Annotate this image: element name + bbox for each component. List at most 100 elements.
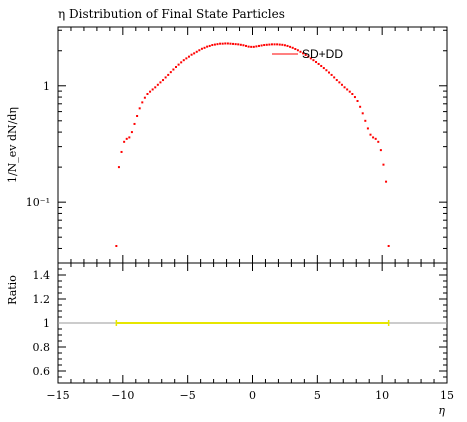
data-point	[333, 76, 336, 79]
data-point	[169, 71, 172, 74]
data-point	[366, 127, 369, 130]
data-point	[239, 43, 242, 46]
data-point	[247, 45, 250, 48]
data-point	[182, 59, 185, 62]
data-point	[343, 86, 346, 89]
data-point	[195, 50, 198, 53]
data-point	[320, 64, 323, 67]
data-point	[187, 55, 190, 58]
data-point	[374, 137, 377, 140]
data-point	[190, 53, 193, 56]
x-axis-label: η	[438, 404, 445, 417]
data-point	[185, 57, 188, 60]
data-point	[154, 86, 157, 89]
data-point	[255, 45, 258, 48]
data-point	[281, 43, 284, 46]
ratio-y-tick-label: 0.6	[33, 365, 51, 378]
data-point	[289, 45, 292, 48]
data-point	[330, 73, 333, 76]
data-point	[273, 43, 276, 46]
data-point	[348, 90, 351, 93]
data-point	[260, 44, 263, 47]
data-point	[296, 49, 299, 52]
data-point	[130, 131, 133, 134]
data-point	[213, 43, 216, 46]
data-point	[270, 43, 273, 46]
data-point	[198, 49, 201, 52]
data-point	[379, 149, 382, 152]
data-point	[172, 68, 175, 71]
data-point	[115, 244, 118, 247]
data-point	[162, 79, 165, 82]
data-point	[250, 45, 253, 48]
data-point	[221, 42, 224, 45]
main-data-points	[115, 42, 390, 247]
data-point	[125, 137, 128, 140]
data-point	[307, 55, 310, 58]
data-point	[149, 90, 152, 93]
main-ticks: 1 10⁻¹	[26, 29, 447, 264]
data-point	[245, 44, 248, 47]
data-point	[159, 81, 162, 84]
data-point	[353, 96, 356, 99]
data-point	[174, 66, 177, 69]
data-point	[268, 43, 271, 46]
data-point	[156, 83, 159, 86]
data-point	[193, 52, 196, 55]
data-point	[136, 114, 139, 117]
data-point	[317, 62, 320, 65]
data-point	[234, 43, 237, 46]
data-point	[206, 45, 209, 48]
legend-entry-sd-dd: SD+DD	[302, 47, 343, 61]
ratio-y-tick-label: 0.8	[33, 341, 51, 354]
data-point	[377, 140, 380, 143]
data-point	[299, 50, 302, 53]
x-tick-label: 0	[249, 389, 256, 402]
data-point	[346, 88, 349, 91]
data-point	[257, 44, 260, 47]
data-point	[312, 59, 315, 62]
data-point	[335, 79, 338, 82]
data-point	[200, 47, 203, 50]
data-point	[351, 92, 354, 95]
main-plot-frame	[57, 26, 448, 264]
data-point	[120, 150, 123, 153]
x-tick-label: 5	[314, 389, 321, 402]
data-point	[322, 67, 325, 70]
data-point	[123, 140, 126, 143]
data-point	[372, 136, 375, 139]
data-point	[117, 166, 120, 169]
data-point	[242, 44, 245, 47]
data-point	[263, 44, 266, 47]
data-point	[340, 83, 343, 86]
data-point	[278, 43, 281, 46]
data-point	[325, 69, 328, 72]
chart-title: η Distribution of Final State Particles	[58, 7, 285, 21]
data-point	[356, 100, 359, 103]
data-point	[302, 52, 305, 55]
data-point	[167, 73, 170, 76]
data-point	[387, 244, 390, 247]
data-point	[208, 44, 211, 47]
data-point	[286, 44, 289, 47]
data-point	[338, 81, 341, 84]
data-point	[364, 119, 367, 122]
x-tick-label: −5	[180, 389, 196, 402]
data-point	[224, 42, 227, 45]
data-point	[146, 92, 149, 95]
data-point	[291, 46, 294, 49]
data-point	[151, 88, 154, 91]
main-y-axis-label: 1/N_ev dN/dη	[6, 107, 19, 183]
x-axis-ticks: −15 −10 −5 0 5 10 15	[46, 27, 454, 402]
main-y-tick-label: 10⁻¹	[26, 196, 50, 209]
ratio-y-axis-label: Ratio	[6, 275, 19, 305]
x-tick-label: −15	[46, 389, 69, 402]
data-point	[361, 112, 364, 115]
data-point	[359, 105, 362, 108]
data-point	[226, 42, 229, 45]
ratio-y-tick-label: 1.4	[33, 269, 51, 282]
data-point	[177, 63, 180, 66]
data-point	[276, 43, 279, 46]
data-point	[369, 133, 372, 136]
data-point	[180, 61, 183, 64]
